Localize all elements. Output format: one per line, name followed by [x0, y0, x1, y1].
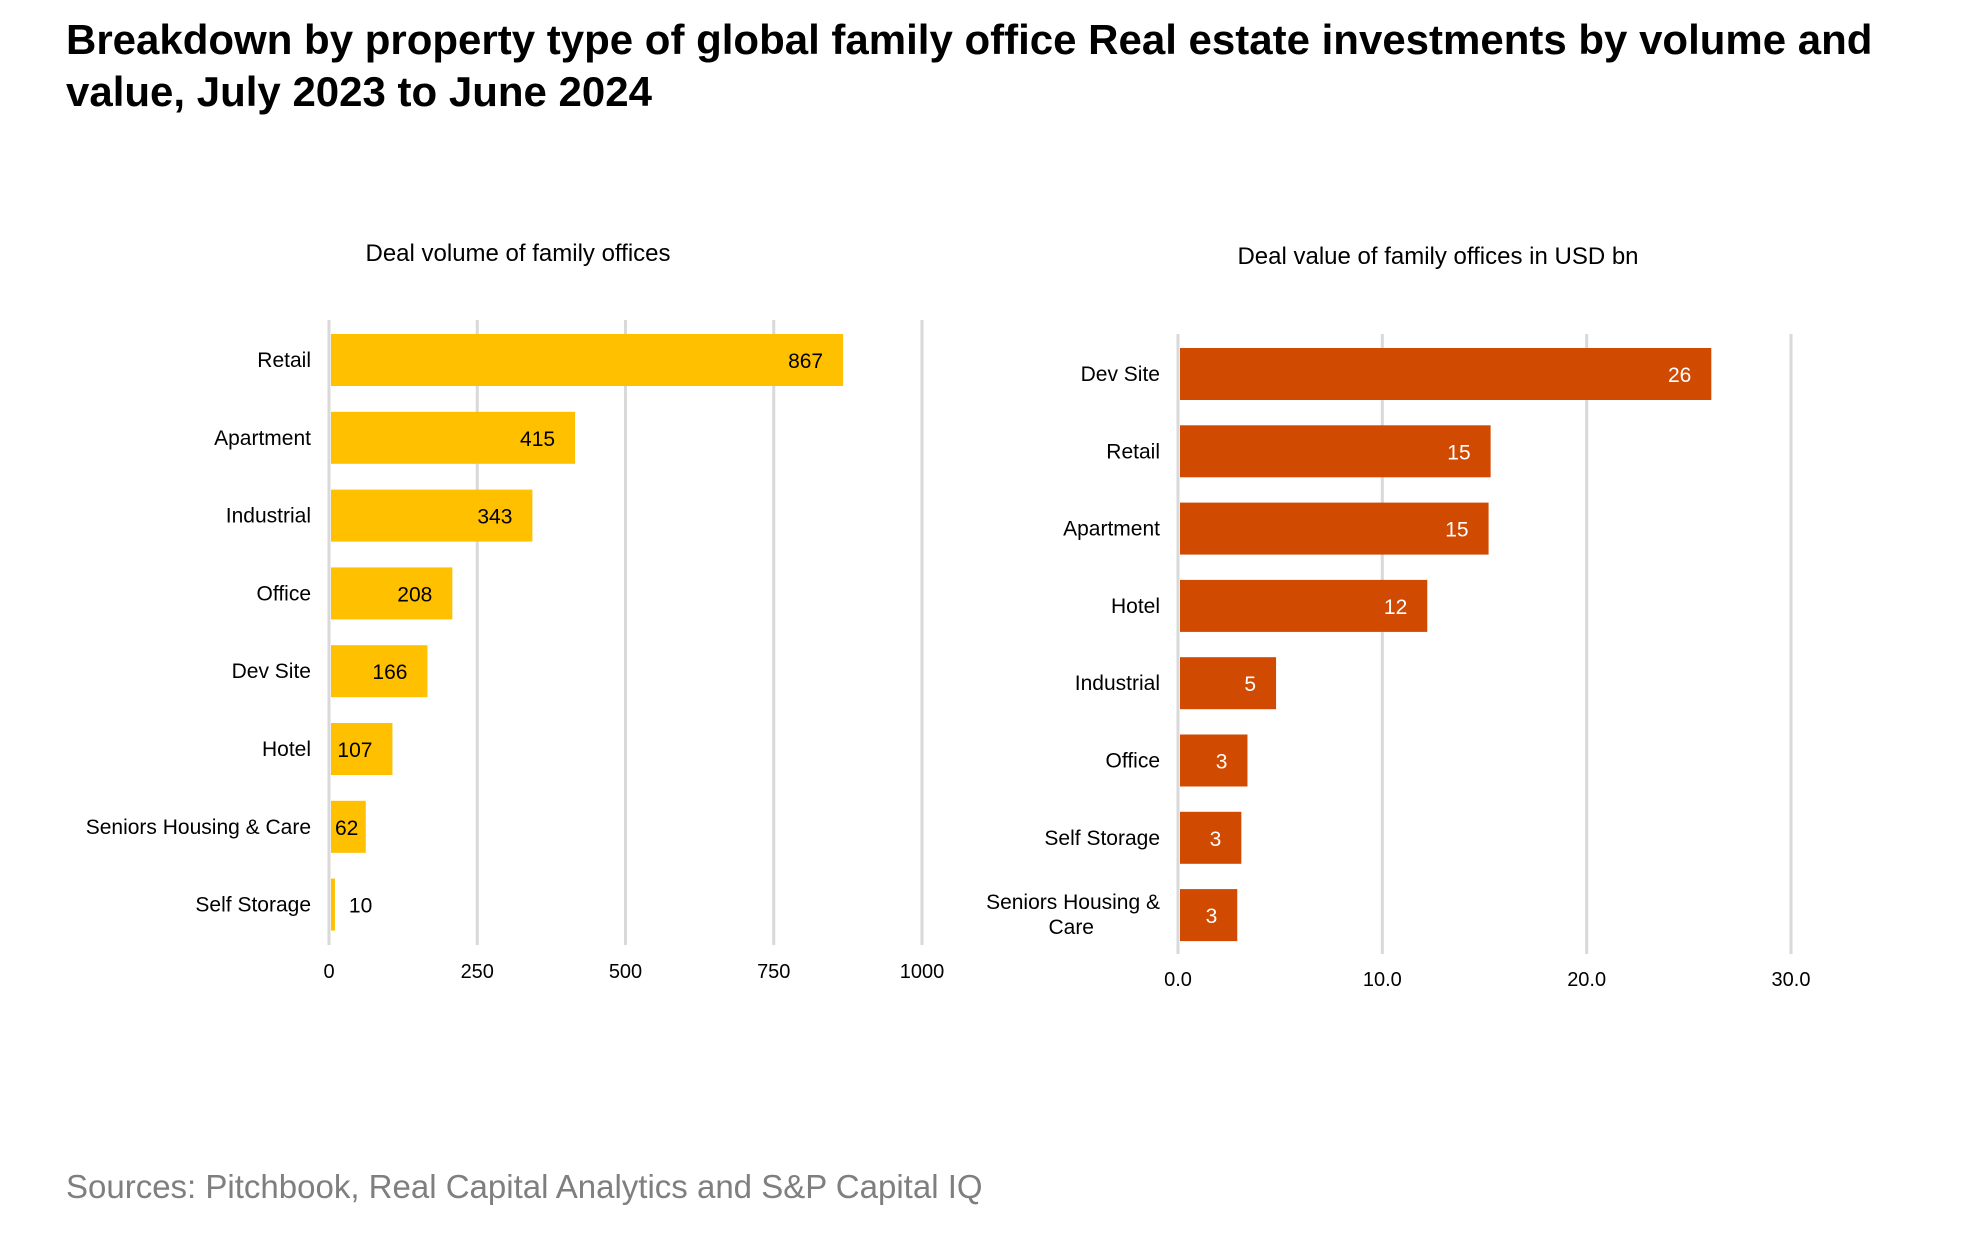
chart-2-category-label: Retail [1106, 440, 1160, 463]
chart-1-category-label: Industrial [226, 505, 311, 528]
chart-2-data-label: 26 [1668, 364, 1691, 387]
chart-1-data-label: 62 [335, 817, 358, 840]
chart-1-data-label: 867 [788, 350, 823, 373]
chart-2-data-label: 3 [1206, 905, 1218, 928]
chart-2-bar [1180, 425, 1491, 478]
chart-2-data-label: 3 [1210, 828, 1222, 851]
chart-1-data-label: 343 [477, 506, 512, 529]
chart-2-category-label: Apartment [1063, 518, 1160, 541]
source-note: Sources: Pitchbook, Real Capital Analyti… [66, 1168, 983, 1205]
chart-2-tick-label: 0.0 [1164, 969, 1192, 991]
chart-1-bar [331, 489, 533, 542]
chart-2-category-label: Dev Site [1081, 363, 1160, 386]
chart-2-category-label: Hotel [1111, 595, 1160, 618]
chart-1-data-label: 208 [397, 583, 432, 606]
chart-2-tick-label: 30.0 [1772, 969, 1811, 991]
chart-1-category-label: Dev Site [232, 660, 311, 683]
chart-1-tick-label: 250 [461, 961, 494, 983]
chart-2-bar [1180, 734, 1248, 787]
chart-1-tick-label: 1000 [900, 961, 945, 983]
chart-1-category-label: Office [257, 582, 311, 605]
chart-2-title: Deal value of family offices in USD bn [1237, 243, 1638, 270]
chart-2-category-label: Industrial [1075, 672, 1160, 695]
chart-2-bar [1180, 579, 1428, 632]
chart-1-category-label: Seniors Housing & Care [86, 816, 311, 839]
chart-2-data-label: 15 [1447, 441, 1470, 464]
chart-2-bar [1180, 348, 1712, 400]
chart-1-bar [331, 800, 366, 853]
chart-1-data-label: 107 [337, 739, 372, 762]
chart-1-tick-label: 750 [757, 961, 790, 983]
chart-1-bar [331, 411, 576, 464]
chart-1-tick-label: 0 [323, 961, 334, 983]
chart-1-title: Deal volume of family offices [365, 240, 670, 267]
chart-1-category-label: Hotel [262, 738, 311, 761]
chart-2-data-label: 5 [1244, 673, 1256, 696]
chart-2-category-label: Self Storage [1044, 827, 1160, 850]
chart-1-data-label: 415 [520, 428, 555, 451]
chart-1-bar [331, 878, 335, 931]
chart-2-tick-label: 20.0 [1567, 969, 1606, 991]
chart-1-category-label: Self Storage [195, 894, 311, 917]
chart-2-bar [1180, 502, 1489, 555]
chart-1-data-label: 10 [349, 895, 372, 918]
chart-1-data-label: 166 [372, 661, 407, 684]
chart-1-bar [331, 567, 453, 620]
chart-1-bar [331, 334, 844, 386]
chart-2-category-label: Seniors Housing & Care [986, 891, 1160, 939]
chart-2-data-label: 3 [1216, 751, 1228, 774]
chart-2-bar [1180, 889, 1238, 942]
page-title: Breakdown by property type of global fam… [66, 16, 1873, 115]
chart-2-category-label: Office [1106, 750, 1160, 773]
chart-1-category-label: Apartment [214, 427, 311, 450]
chart-1-tick-label: 500 [609, 961, 642, 983]
chart-1-category-label: Retail [257, 349, 311, 372]
chart-2-bar [1180, 811, 1242, 864]
chart-2-bar [1180, 657, 1277, 710]
chart-1-bar [331, 723, 393, 775]
chart-2-data-label: 15 [1445, 519, 1468, 542]
chart-2-tick-label: 10.0 [1363, 969, 1402, 991]
chart-1-bar [331, 645, 428, 698]
chart-2-data-label: 12 [1384, 596, 1407, 619]
